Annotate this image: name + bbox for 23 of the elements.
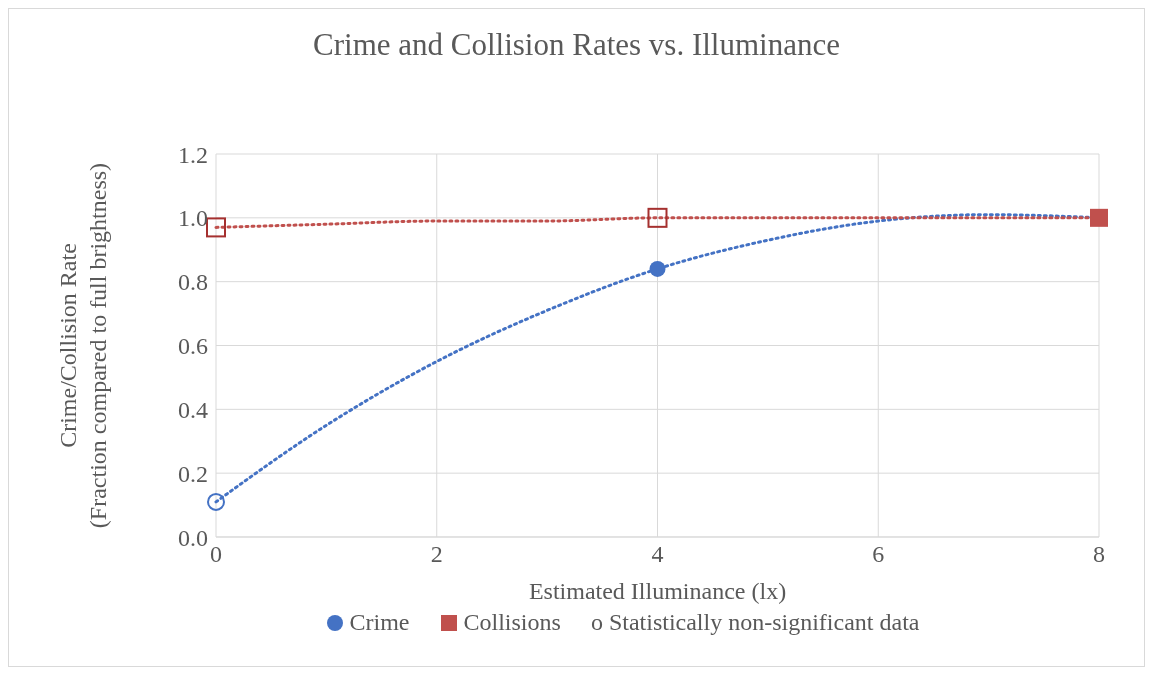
y-tick-label: 0.4 xyxy=(178,396,208,423)
legend-label: Crime xyxy=(348,609,410,636)
x-tick-label: 8 xyxy=(1093,541,1105,568)
y-tick-label: 0.6 xyxy=(178,333,208,360)
x-axis-title: Estimated Illuminance (lx) xyxy=(528,578,787,604)
chart-title: Crime and Collision Rates vs. Illuminance xyxy=(312,27,841,63)
y-tick-label: 1.2 xyxy=(178,141,208,168)
point xyxy=(647,207,668,228)
point xyxy=(1090,208,1108,227)
x-tick-label: 0 xyxy=(210,541,222,568)
point xyxy=(649,260,666,277)
point xyxy=(207,492,225,511)
y-tick-label: 0.2 xyxy=(178,460,208,487)
y-axis-title: Crime/Collision Rate (Fraction compared to full brightness) xyxy=(55,162,111,529)
x-tick-label: 6 xyxy=(872,541,885,568)
x-tick-label: 4 xyxy=(651,541,664,568)
y-tick-label: 0.8 xyxy=(178,269,208,296)
x-tick-label: 2 xyxy=(430,541,443,568)
text: o Statistically non-significant data xyxy=(590,609,920,636)
y-tick-label: 0.0 xyxy=(178,524,208,551)
y-tick-label: 1.0 xyxy=(178,205,208,232)
legend-label: Collisions xyxy=(462,609,561,636)
point xyxy=(206,217,226,238)
